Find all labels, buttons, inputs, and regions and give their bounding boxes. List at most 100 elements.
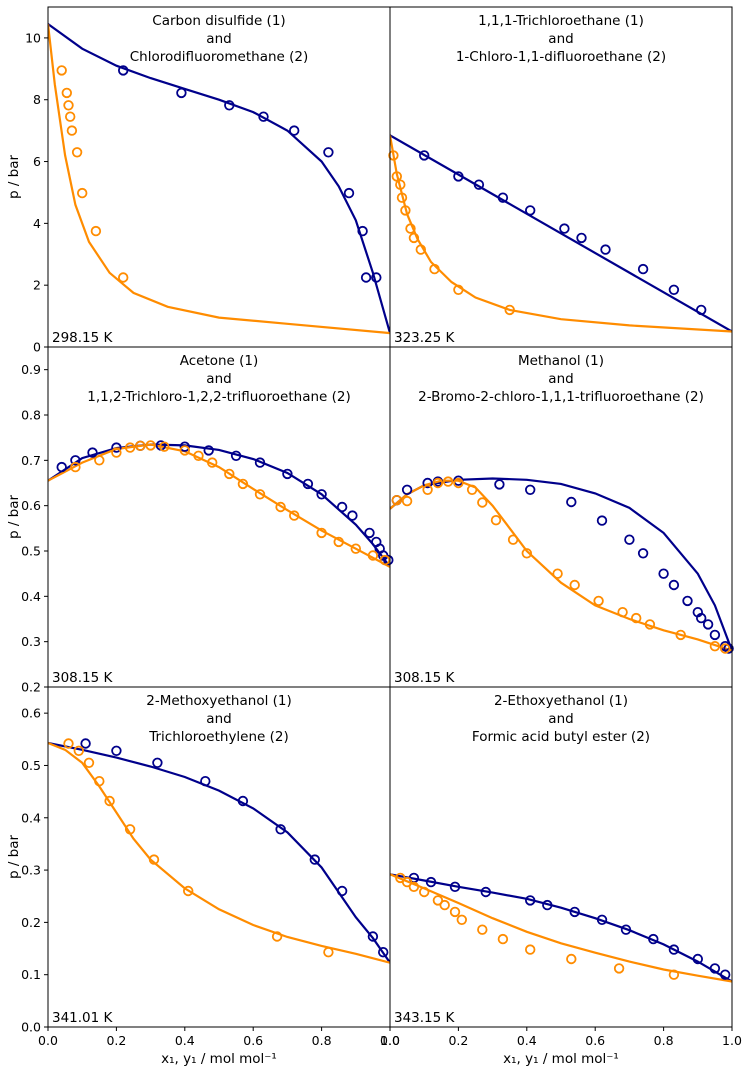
panel-1-bubble-point-2 [61,87,73,99]
panel-4-dew-point-17 [702,619,714,630]
panel-2-dew-point-8 [600,244,611,255]
ylabel-row-2: p / bar [6,495,22,540]
panel-2-bubble-curve [390,135,732,333]
panel-3-bubble-point-12 [237,478,249,490]
panel-5-xtick-label-1: 0.0 [38,1033,58,1048]
panel-3-bubble-point-1 [70,461,81,473]
panel-3-dew-point-16 [364,527,375,539]
panel-4-bubble-point-20 [720,643,731,654]
panel-3-ytick-label-8: 0.9 [21,362,41,377]
panel-4-bubble-point-11 [521,548,533,559]
panel-6-dew-point-7 [569,906,580,918]
panel-4-title-line-2: and [548,371,573,387]
panel-5-ytick-label-1: 0.0 [21,1020,41,1035]
panel-3-title-line-3: 1,1,2-Trichloro-1,2,2-trifluoroethane (2… [87,389,351,405]
panel-4-bubble-point-7 [466,484,478,496]
panel-4-dew-point-20 [723,643,734,654]
panel-1-dew-point-2 [176,87,187,99]
panel-3-bubble-curve [48,443,390,568]
panel-4-title-line-3: 2-Bromo-2-chloro-1,1,1-trifluoroethane (… [418,389,704,405]
panel-4-bubble-point-10 [507,534,519,545]
panel-4-bubble-point-18 [675,629,686,641]
panel-6-xtick-label-1: 0.0 [380,1033,400,1048]
panel-2-dew-point-4 [497,192,509,203]
panel-2-bubble-point-8 [415,244,427,255]
panel-3-dew-point-8 [203,445,214,456]
panel-3-bubble-point-20 [379,554,391,566]
panel-1-dew-point-6 [323,147,334,158]
panel-1-dew-point-4 [258,111,269,122]
panel-1-bubble-curve [48,23,390,335]
panel-2-bubble-point-6 [405,223,416,234]
panel-2-bubble-point-9 [429,263,440,275]
panel-6-xtick-label-2: 0.2 [448,1033,468,1048]
panel-6-xtick-label-4: 0.6 [585,1033,605,1048]
panel-5-bubble-point-10 [323,947,334,958]
xlabel-col-1: x₁, y₁ / mol mol⁻¹ [161,1051,277,1067]
panel-6-frame [389,686,733,1028]
panel-4-bubble-point-1 [391,495,403,506]
panel-1-dew-point-5 [289,125,300,136]
panel-4-bubble-point-15 [617,607,628,618]
panel-1-ytick-label-1: 0 [33,340,41,355]
panel-4-bubble-point-8 [477,497,488,508]
panel-4-dew-point-12 [658,568,669,579]
panel-5-bubble-point-4 [94,776,105,787]
panel-4-bubble-point-6 [453,477,464,489]
panel-3-dew-point-2 [70,455,81,466]
panel-5-xtick-label-4: 0.6 [243,1033,263,1048]
panel-4-bubble-curve [390,479,732,652]
panel-5-bubble-point-1 [63,738,74,749]
panel-1-dew-point-10 [371,272,382,283]
panel-1-bubble-point-7 [76,187,88,199]
panel-1-ytick-label-3: 4 [33,216,41,231]
panel-4-bubble-point-17 [644,619,656,630]
panel-3-temperature-label: 308.15 K [52,670,114,686]
panel-1-bubble-point-9 [117,272,129,283]
panel-3-ytick-label-5: 0.6 [21,498,41,513]
panel-5-ytick-label-3: 0.2 [21,915,41,930]
panel-4-dew-point-2 [401,484,413,496]
panel-5-xtick-label-2: 0.2 [106,1033,126,1048]
panel-5-xtick-label-6: 1.0 [380,1033,400,1048]
panel-2-bubble-point-10 [453,284,464,296]
panel-2-bubble-point-5 [400,205,411,216]
panel-1-ytick-label-5: 8 [33,92,41,107]
panel-5-dew-point-2 [111,745,122,757]
panel-3-ytick-label-4: 0.5 [21,544,41,559]
panel-4-bubble-point-3 [422,484,433,496]
panel-6-dew-point-8 [596,914,608,926]
panel-3-dew-point-14 [336,501,348,513]
panel-2-dew-point-5 [525,205,536,216]
panel-4-bubble-point-12 [552,568,563,579]
panel-5-ytick-label-7: 0.6 [21,706,41,721]
panel-5-ytick-label-5: 0.4 [21,810,41,825]
panel-5-title-line-3: Trichloroethylene (2) [148,729,289,745]
panel-4-dew-point-9 [596,515,608,526]
panel-6-dew-point-11 [668,944,680,955]
panel-1-bubble-point-3 [63,100,74,111]
panel-2-dew-point-1 [419,150,430,161]
panel-5-dew-point-3 [152,757,163,769]
panel-1-ytick-label-6: 10 [25,30,41,45]
panel-6-bubble-point-7 [449,906,461,918]
panel-4-dew-point-18 [709,629,721,641]
panel-3-dew-point-9 [230,450,242,462]
panel-6-xtick-label-6: 1.0 [722,1033,742,1048]
panel-6-bubble-point-13 [613,963,625,974]
panel-4-temperature-label: 308.15 K [394,670,456,686]
panel-5-xtick-label-3: 0.4 [175,1033,195,1048]
panel-5-bubble-point-8 [182,885,194,897]
panel-5-bubble-point-6 [124,824,136,835]
panel-3-ytick-label-7: 0.8 [21,408,41,423]
panel-3-dew-curve [48,443,390,568]
panel-6-bubble-point-10 [497,933,509,945]
panel-2-bubble-point-2 [391,171,403,182]
panel-6-title-line-3: Formic acid butyl ester (2) [472,729,650,745]
panel-4-bubble-point-4 [432,477,444,489]
panel-6-bubble-point-14 [668,969,680,980]
panel-6-bubble-point-9 [477,924,488,935]
panel-2-dew-point-3 [473,179,485,190]
panel-2-title-line-1: 1,1,1-Trichloroethane (1) [478,13,644,29]
panel-1-ytick-label-4: 6 [33,154,41,169]
